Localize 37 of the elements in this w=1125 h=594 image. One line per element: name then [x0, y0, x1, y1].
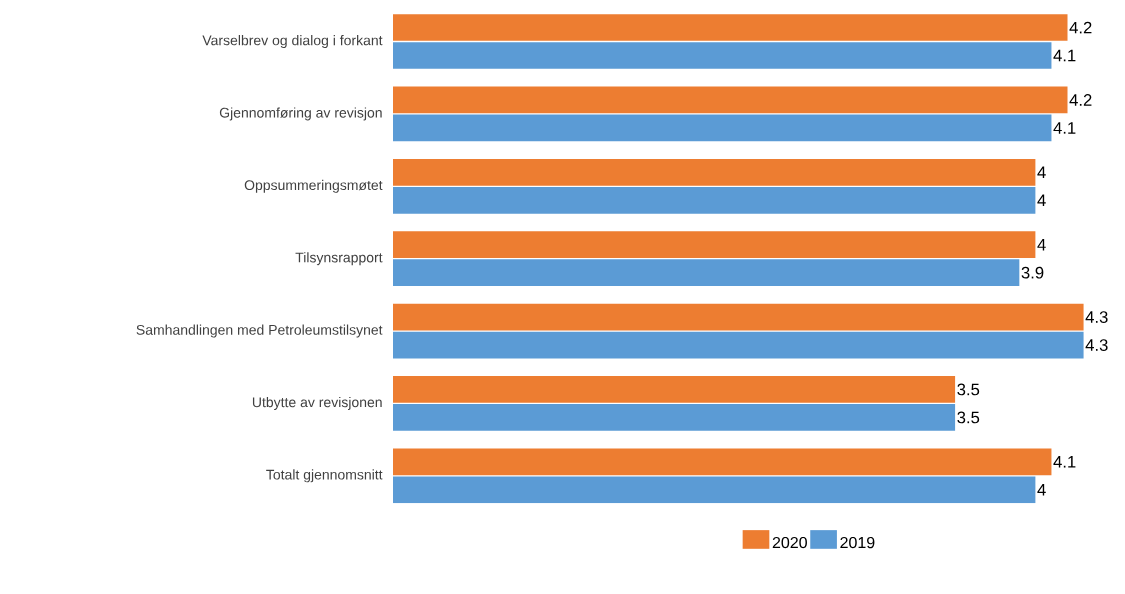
data-label: 4.1: [1053, 456, 1076, 468]
data-label: 4.3: [1085, 311, 1108, 323]
data-label: 4: [1037, 166, 1046, 179]
bar: [393, 331, 1084, 359]
legend-label: 2019: [840, 536, 875, 549]
y-tick-label: Totalt gjennomsnitt: [266, 469, 383, 483]
bar: [393, 303, 1084, 331]
bar: [393, 476, 1036, 504]
bar: [393, 259, 1020, 287]
bar: [393, 376, 956, 403]
bar: [393, 404, 956, 431]
y-tick-label: Tilsynsrapport: [295, 252, 383, 266]
y-tick-label: Gjennomføring av revisjon: [219, 107, 382, 121]
bar: [393, 448, 1052, 476]
data-label: 3.5: [957, 411, 980, 424]
bar: [393, 42, 1052, 69]
data-label: 4: [1037, 484, 1046, 496]
data-label: 4.2: [1069, 21, 1092, 34]
data-label: 4: [1037, 194, 1046, 207]
data-label: 3.9: [1021, 266, 1044, 279]
bar: [393, 186, 1036, 214]
bar: [393, 86, 1068, 114]
data-label: 3.5: [957, 383, 980, 396]
bar: [393, 14, 1068, 41]
data-label: 4.3: [1085, 339, 1108, 351]
data-label: 4.1: [1053, 122, 1076, 134]
y-tick-label: Samhandlingen med Petroleumstilsynet: [136, 324, 383, 338]
y-tick-label: Oppsummeringsmøtet: [244, 179, 383, 193]
data-label: 4: [1037, 238, 1046, 251]
data-label: 4.1: [1053, 49, 1076, 62]
data-label: 4.2: [1069, 94, 1092, 106]
y-tick-label: Utbytte av revisjonen: [252, 396, 382, 410]
y-tick-label: Varselbrev og dialog i forkant: [202, 35, 383, 49]
bar: [393, 158, 1036, 186]
legend-label: 2020: [772, 536, 807, 549]
bar: [393, 231, 1036, 259]
bar: [393, 114, 1052, 142]
